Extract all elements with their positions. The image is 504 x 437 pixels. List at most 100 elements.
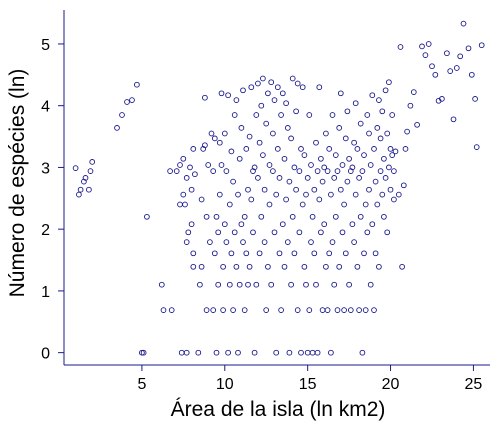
data-point <box>377 264 382 269</box>
data-point <box>479 43 484 48</box>
data-point <box>184 176 189 181</box>
data-point <box>332 176 337 181</box>
data-point <box>320 308 325 313</box>
data-point <box>269 80 274 85</box>
data-point <box>267 163 272 168</box>
data-point <box>247 134 252 139</box>
data-point <box>327 147 332 152</box>
data-point <box>241 88 246 93</box>
data-point <box>367 131 372 136</box>
y-tick-label: 3 <box>41 160 50 177</box>
data-point <box>352 140 357 145</box>
data-point <box>347 156 352 161</box>
data-point <box>247 264 252 269</box>
data-point <box>287 350 292 355</box>
data-point <box>337 126 342 131</box>
data-point <box>420 44 425 49</box>
data-point <box>256 176 261 181</box>
data-point <box>314 282 319 287</box>
data-point <box>352 240 357 245</box>
data-point <box>330 113 335 118</box>
data-point <box>226 350 231 355</box>
data-point <box>405 129 410 134</box>
data-point <box>315 350 320 355</box>
data-point <box>252 350 257 355</box>
data-point <box>221 308 226 313</box>
x-tick-label: 20 <box>382 376 400 393</box>
data-point <box>229 149 234 154</box>
data-point <box>78 187 83 192</box>
data-point <box>135 82 140 87</box>
data-point <box>382 214 387 219</box>
data-point <box>375 126 380 131</box>
data-point <box>304 192 309 197</box>
data-point <box>256 81 261 86</box>
data-point <box>193 172 198 177</box>
data-point <box>237 156 242 161</box>
data-point <box>363 308 368 313</box>
data-point <box>338 91 343 96</box>
data-point <box>300 85 305 90</box>
data-point <box>290 214 295 219</box>
data-point <box>451 117 456 122</box>
data-point <box>401 183 406 188</box>
data-point <box>204 308 209 313</box>
data-point <box>189 187 194 192</box>
data-point <box>279 308 284 313</box>
data-point <box>309 240 314 245</box>
data-point <box>363 202 368 207</box>
data-point <box>400 264 405 269</box>
x-tick-label: 25 <box>465 376 483 393</box>
data-point <box>90 160 95 165</box>
data-point <box>445 51 450 56</box>
data-point <box>350 222 355 227</box>
data-point <box>199 197 204 202</box>
data-point <box>320 179 325 184</box>
data-point <box>299 350 304 355</box>
data-point <box>219 91 224 96</box>
data-point <box>370 222 375 227</box>
data-point <box>226 93 231 98</box>
data-point <box>337 264 342 269</box>
data-point <box>317 197 322 202</box>
data-point <box>362 251 367 256</box>
data-point <box>178 163 183 168</box>
data-point <box>358 214 363 219</box>
data-point <box>231 308 236 313</box>
data-point <box>358 121 363 126</box>
data-point <box>340 163 345 168</box>
data-point <box>212 251 217 256</box>
data-point <box>216 282 221 287</box>
data-point <box>73 166 78 171</box>
data-point <box>393 149 398 154</box>
data-point <box>242 214 247 219</box>
data-point <box>277 251 282 256</box>
data-point <box>289 282 294 287</box>
data-point <box>211 169 216 174</box>
data-point <box>383 176 388 181</box>
data-point <box>310 214 315 219</box>
data-point <box>221 264 226 269</box>
data-point <box>357 308 362 313</box>
data-point <box>372 308 377 313</box>
data-point <box>327 251 332 256</box>
data-point <box>196 350 201 355</box>
data-points <box>73 21 484 355</box>
data-point <box>246 282 251 287</box>
data-point <box>342 308 347 313</box>
data-point <box>168 169 173 174</box>
data-point <box>262 187 267 192</box>
data-point <box>304 282 309 287</box>
data-point <box>396 192 401 197</box>
data-point <box>367 187 372 192</box>
y-tick-label: 4 <box>41 99 50 116</box>
data-point <box>125 100 130 105</box>
data-point <box>375 202 380 207</box>
data-point <box>242 308 247 313</box>
data-point <box>234 98 239 103</box>
data-point <box>174 169 179 174</box>
data-point <box>232 230 237 235</box>
data-point <box>345 109 350 114</box>
data-point <box>289 136 294 141</box>
data-point <box>217 140 222 145</box>
